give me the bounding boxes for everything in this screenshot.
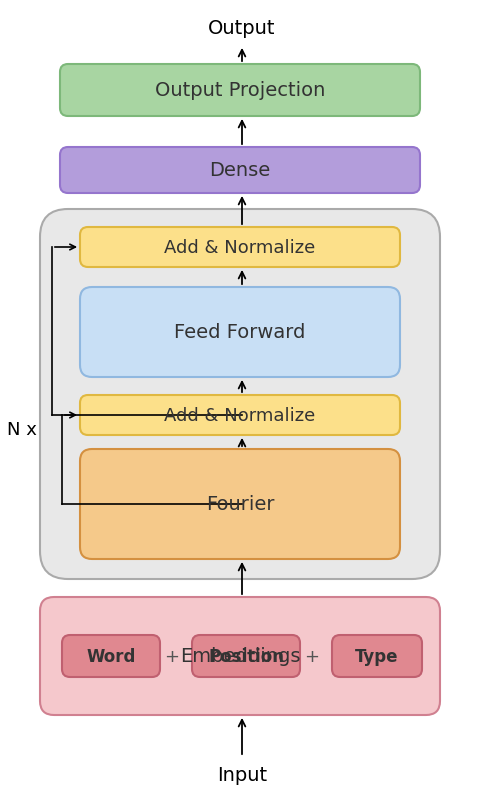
Text: Output: Output: [208, 18, 276, 38]
Text: Position: Position: [208, 647, 284, 665]
Text: Feed Forward: Feed Forward: [174, 323, 306, 342]
Text: Add & Normalize: Add & Normalize: [165, 406, 316, 425]
FancyBboxPatch shape: [60, 148, 420, 194]
FancyBboxPatch shape: [192, 635, 300, 677]
Text: +: +: [304, 647, 319, 665]
Text: Word: Word: [86, 647, 136, 665]
FancyBboxPatch shape: [40, 210, 440, 579]
Text: Output Projection: Output Projection: [155, 81, 325, 100]
FancyBboxPatch shape: [332, 635, 422, 677]
Text: Dense: Dense: [210, 161, 271, 181]
FancyBboxPatch shape: [62, 635, 160, 677]
FancyBboxPatch shape: [60, 65, 420, 117]
FancyBboxPatch shape: [40, 597, 440, 715]
Text: N x: N x: [7, 421, 37, 438]
Text: +: +: [165, 647, 180, 665]
FancyBboxPatch shape: [80, 450, 400, 560]
Text: Add & Normalize: Add & Normalize: [165, 238, 316, 257]
FancyBboxPatch shape: [80, 228, 400, 267]
Text: Embeddings: Embeddings: [180, 646, 300, 666]
Text: Type: Type: [355, 647, 399, 665]
FancyBboxPatch shape: [80, 287, 400, 377]
Text: Input: Input: [217, 765, 267, 785]
FancyBboxPatch shape: [80, 396, 400, 435]
Text: Fourier: Fourier: [206, 495, 274, 514]
